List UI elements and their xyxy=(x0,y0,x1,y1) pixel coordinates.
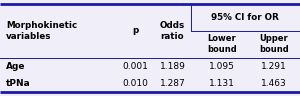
Text: 1.095: 1.095 xyxy=(209,62,235,71)
Text: Odds
ratio: Odds ratio xyxy=(160,21,185,41)
Text: Age: Age xyxy=(6,62,26,71)
Text: 1.131: 1.131 xyxy=(209,79,235,88)
Text: 0.001: 0.001 xyxy=(122,62,148,71)
Text: 95% CI for OR: 95% CI for OR xyxy=(211,13,279,22)
Text: tPNa: tPNa xyxy=(6,79,31,88)
Text: p: p xyxy=(132,26,138,35)
Text: Lower
bound: Lower bound xyxy=(207,34,237,54)
Text: Upper
bound: Upper bound xyxy=(259,34,289,54)
Text: 1.189: 1.189 xyxy=(160,62,185,71)
Text: 1.463: 1.463 xyxy=(261,79,286,88)
Text: 1.291: 1.291 xyxy=(261,62,286,71)
Text: Morphokinetic
variables: Morphokinetic variables xyxy=(6,21,77,41)
Text: 1.287: 1.287 xyxy=(160,79,185,88)
Text: 0.010: 0.010 xyxy=(122,79,148,88)
